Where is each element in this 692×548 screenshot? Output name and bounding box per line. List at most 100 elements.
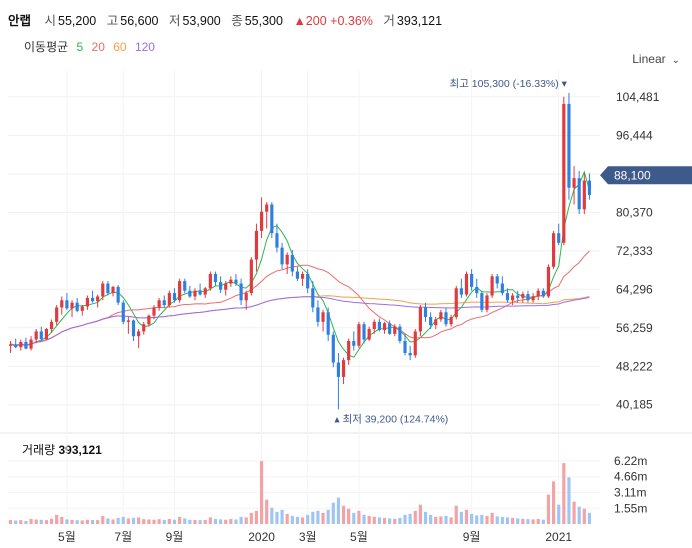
candle-body [454,288,458,318]
volume-bar [162,519,166,524]
candle-body [219,282,223,290]
volume-bar [24,520,28,524]
close-label: 종 [231,14,243,28]
volume-bar [372,516,376,524]
volume-bar [536,518,540,524]
stock-name: 안랩 [8,14,32,28]
volume-bar [546,494,551,524]
candle-body [234,279,238,284]
candle-body [500,283,504,294]
candle-body [65,300,69,309]
volume-bar [183,518,187,524]
volume-bar [178,516,182,524]
candle-body [29,339,33,349]
candle-body [444,312,448,325]
candle-body [495,276,499,284]
volume-bar [300,517,305,524]
candle-body [193,290,197,297]
volume-bar [147,519,151,524]
ma20-label[interactable]: 20 [91,40,105,54]
volume-bar [562,463,566,524]
price-tick-label: 96,444 [616,128,653,142]
volume-bar [434,516,438,524]
candle-body [357,324,361,346]
candle-body [470,273,474,287]
volume-bar [19,520,23,524]
candle-body [521,294,525,298]
candle-body [39,331,43,340]
volume-bar [126,518,130,524]
volume-tick-label: 3.11m [614,485,646,499]
candle-body [265,204,269,212]
volume-bar [577,506,581,524]
volume-bar [429,514,433,524]
volume-bar [444,515,448,524]
scale-mode-label: Linear [632,52,666,66]
candle-body [321,312,325,322]
volume-bar [500,516,504,524]
current-price-label: 88,100 [614,168,651,182]
volume-bar [29,518,33,524]
candle-body [75,302,79,311]
volume-panel-value: 393,121 [58,443,102,457]
ma60-label[interactable]: 60 [113,40,127,54]
volume-bar [485,515,489,524]
ma120-label[interactable]: 120 [134,40,155,54]
candle-body [290,254,294,272]
candle-body [449,317,453,325]
current-price-marker [600,166,692,185]
volume-bar [219,519,223,524]
volume-bar [408,513,412,524]
volume-bar [357,510,361,524]
volume-bar [55,514,59,524]
candle-body [388,323,392,334]
volume-bar [111,519,115,524]
volume-bar [44,520,49,524]
candle-body [316,307,320,322]
volume-bar [203,519,207,524]
volume-bar [249,512,253,524]
candle-body [382,323,387,330]
candle-body [295,271,300,279]
ma5-label[interactable]: 5 [76,40,84,54]
low-annotation: ▴ 최저 39,200 (124.74%) [334,413,448,425]
high-label: 고 [106,14,119,28]
volume-bar [265,499,269,524]
candle-body [198,290,202,295]
candle-body [336,362,341,377]
candle-body [111,286,115,294]
candle-body [203,288,207,295]
volume-bar [326,509,330,524]
candle-body [137,331,141,337]
candle-body [459,288,463,295]
candle-body [229,279,233,284]
volume-bar [65,519,69,524]
volume-panel-label: 거래량 [22,443,56,457]
volume-bar [362,514,366,524]
low-value: 53,900 [182,14,221,28]
volume-bar [49,518,54,524]
volume-bar [224,519,228,524]
candle-body [367,329,371,340]
candle-body [152,307,156,316]
volume-bar [531,519,535,524]
volume-bar [439,516,443,524]
candle-body [70,302,74,309]
scale-dropdown[interactable]: Linear ⌄ [632,52,680,66]
candle-body [126,320,130,322]
volume-bar [290,515,294,524]
candle-body [131,320,136,337]
candle-body [439,312,443,320]
volume-bar [526,519,530,524]
volume-bar [511,517,515,524]
open-value: 55,200 [58,14,97,28]
time-tick-label: 3월 [299,530,317,544]
volume-bar [172,519,177,524]
price-tick-label: 48,222 [616,359,653,373]
candle-body [505,293,510,301]
candle-body [423,307,428,318]
candle-body [167,293,171,306]
volume-bar [541,519,545,524]
volume-bar [208,517,212,524]
